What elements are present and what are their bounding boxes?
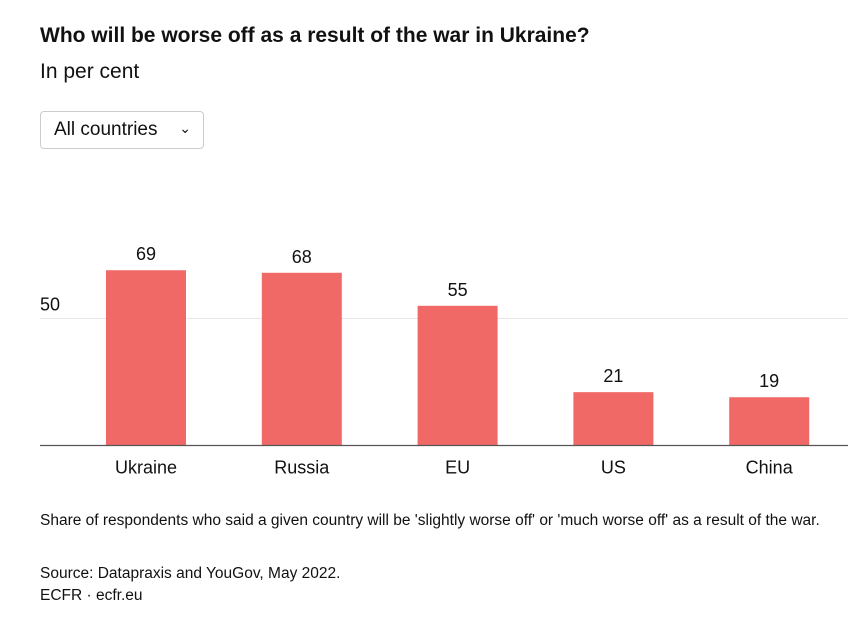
bar-us (573, 392, 654, 446)
data-label: 69 (136, 244, 156, 264)
chart-subtitle: In per cent (40, 60, 140, 83)
bar-eu (417, 305, 498, 446)
bar-russia (261, 272, 342, 446)
x-tick-label: China (746, 458, 794, 478)
chart-note: Share of respondents who said a given co… (40, 512, 820, 529)
country-select[interactable]: All countries ⌄ (40, 111, 204, 149)
country-select-value: All countries (54, 119, 158, 140)
data-label: 68 (292, 247, 312, 267)
data-label: 21 (603, 366, 623, 386)
x-tick-label: EU (445, 458, 470, 478)
x-tick-label: Ukraine (115, 458, 177, 478)
x-tick-label: US (601, 458, 626, 478)
data-label: 55 (448, 280, 468, 300)
bar-china (729, 397, 810, 446)
y-tick-label: 50 (40, 295, 60, 315)
bar-chart: 50 69 Ukraine 68 Russia 55 EU 21 US 19 China (40, 244, 848, 478)
bar-ukraine (106, 270, 186, 446)
data-label: 19 (759, 371, 779, 391)
x-tick-label: Russia (274, 458, 330, 478)
chart-brand: ECFR · ecfr.eu (40, 587, 143, 604)
chart-title: Who will be worse off as a result of the… (40, 24, 590, 47)
chart-source: Source: Datapraxis and YouGov, May 2022. (40, 565, 341, 582)
chevron-down-icon: ⌄ (179, 120, 191, 136)
